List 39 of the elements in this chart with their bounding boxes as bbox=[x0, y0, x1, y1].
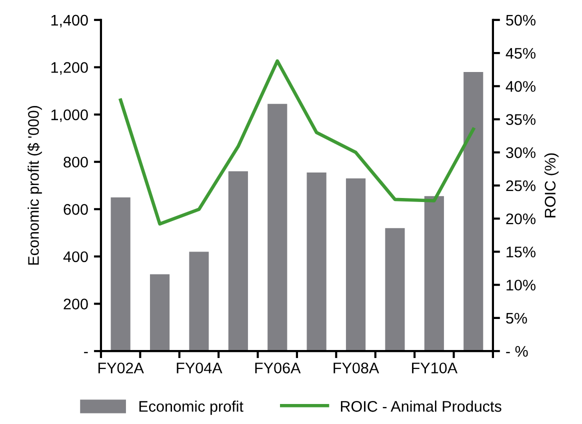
y-tick-label: 400 bbox=[63, 251, 88, 262]
y-tick-label: 800 bbox=[64, 156, 88, 168]
y2-tick-label: 10% bbox=[506, 280, 536, 291]
x-tick-label: FY02A bbox=[98, 362, 144, 374]
x-tick-label: FY08A bbox=[334, 362, 380, 374]
y2-tick-label: 50% bbox=[506, 14, 536, 26]
y2-tick-label: 40% bbox=[506, 81, 536, 92]
x-tick-label: FY06A bbox=[255, 362, 301, 374]
bar bbox=[424, 196, 444, 352]
y2-tick-label: 5% bbox=[506, 312, 527, 324]
y-tick-label: 1,200 bbox=[51, 62, 88, 75]
y-tick-label: 1,400 bbox=[51, 14, 88, 28]
y-tick-label: 600 bbox=[64, 204, 88, 215]
bar bbox=[228, 171, 248, 352]
y2-tick-label: - % bbox=[506, 346, 528, 357]
bar bbox=[346, 178, 366, 352]
bar bbox=[268, 104, 288, 352]
bar bbox=[385, 228, 405, 352]
bar bbox=[110, 197, 130, 352]
line-series bbox=[118, 59, 476, 226]
y-tick-label: - bbox=[84, 352, 88, 354]
y2-tick-label: 20% bbox=[506, 213, 536, 224]
bar bbox=[464, 72, 484, 352]
y2-tick-label: 15% bbox=[506, 246, 536, 258]
y2-tick-label: 25% bbox=[506, 180, 536, 192]
bar bbox=[189, 252, 209, 352]
x-tick-label: FY10A bbox=[412, 362, 458, 374]
legend-label: ROIC - Animal Products bbox=[340, 400, 502, 412]
y-tick-label: 1,000 bbox=[51, 109, 88, 122]
y-axis-title: Economic profit ($ '000) bbox=[27, 106, 42, 265]
y2-axis-title: ROIC (%) bbox=[544, 153, 559, 218]
x-tick-label: FY04A bbox=[176, 362, 222, 374]
y2-tick-label: 45% bbox=[506, 48, 536, 59]
y2-tick-label: 30% bbox=[506, 147, 536, 158]
bar bbox=[306, 172, 326, 352]
bar bbox=[150, 274, 170, 352]
y2-tick-label: 35% bbox=[506, 114, 536, 125]
y-tick-label: 200 bbox=[64, 298, 88, 310]
legend-label: Economic profit bbox=[139, 400, 244, 415]
